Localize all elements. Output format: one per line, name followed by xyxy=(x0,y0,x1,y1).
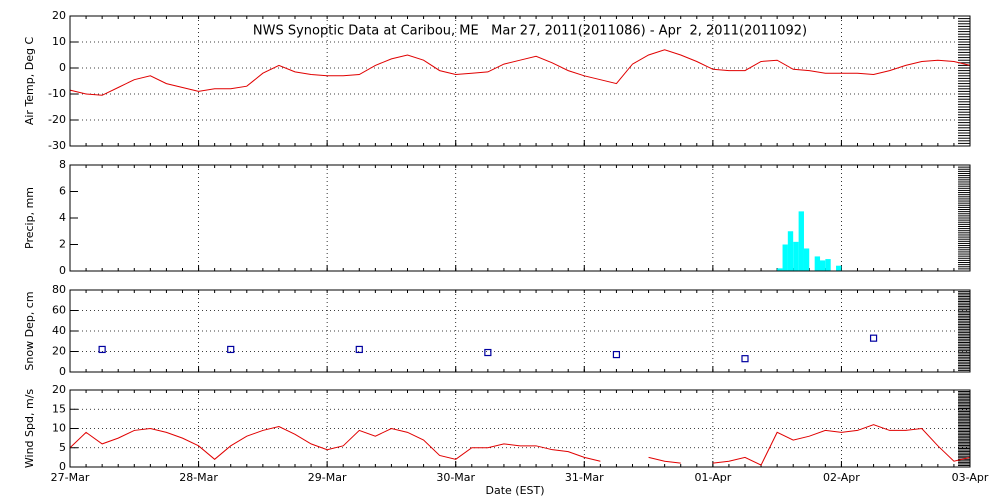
x-tick-label: 30-Mar xyxy=(436,471,475,484)
plot-frame xyxy=(69,389,971,468)
plot-frame xyxy=(69,15,971,147)
y-tick-label: 60 xyxy=(52,304,66,317)
y-tick-label: 40 xyxy=(52,324,66,337)
y-tick-label: -10 xyxy=(48,87,66,100)
x-tick-label: 03-Apr xyxy=(952,471,989,484)
bar xyxy=(787,231,794,271)
point xyxy=(741,355,749,363)
x-tick-label: 27-Mar xyxy=(51,471,90,484)
bar xyxy=(777,268,783,271)
point xyxy=(869,334,878,342)
y-axis-label: Snow Dep, cm xyxy=(23,291,36,370)
plot-frame xyxy=(69,289,971,373)
bar xyxy=(825,259,831,271)
x-tick-label: 31-Mar xyxy=(565,471,604,484)
point xyxy=(484,348,492,357)
point xyxy=(355,345,363,354)
bar xyxy=(836,265,842,271)
y-tick-label: 4 xyxy=(59,211,66,224)
bar xyxy=(782,244,788,271)
y-tick-label: 80 xyxy=(52,283,66,296)
point xyxy=(227,345,235,354)
chart-title: NWS Synoptic Data at Caribou, ME Mar 27,… xyxy=(253,24,807,39)
bar xyxy=(803,248,810,271)
y-tick-label: 5 xyxy=(59,441,66,454)
x-tick-label: 29-Mar xyxy=(308,471,347,484)
bar xyxy=(793,241,799,271)
x-tick-label: 28-Mar xyxy=(179,471,218,484)
y-tick-label: 20 xyxy=(52,383,66,396)
y-axis-label: Precip, mm xyxy=(23,187,36,249)
y-axis-label: Air Temp, Deg C xyxy=(23,37,36,126)
plot-frame xyxy=(69,164,971,272)
y-tick-label: 15 xyxy=(52,402,66,415)
y-tick-label: 0 xyxy=(59,61,66,74)
y-tick-label: 0 xyxy=(59,460,66,473)
y-tick-label: 10 xyxy=(52,35,66,48)
bar xyxy=(819,260,826,271)
bar xyxy=(814,256,821,271)
y-tick-label: 0 xyxy=(59,365,66,378)
x-tick-label: 01-Apr xyxy=(694,471,731,484)
x-tick-label: 02-Apr xyxy=(823,471,860,484)
y-tick-label: -20 xyxy=(48,113,66,126)
y-tick-label: 2 xyxy=(59,238,66,251)
y-tick-label: 0 xyxy=(59,264,66,277)
bar xyxy=(798,211,804,271)
y-axis-label: Wind Spd, m/s xyxy=(23,389,36,469)
y-tick-label: 8 xyxy=(59,158,66,171)
y-tick-label: -30 xyxy=(48,139,66,152)
x-axis-label: Date (EST) xyxy=(485,484,544,497)
line xyxy=(69,424,971,466)
point xyxy=(612,350,621,359)
y-tick-label: 6 xyxy=(59,185,66,198)
y-tick-label: 20 xyxy=(52,345,66,358)
y-tick-label: 20 xyxy=(52,9,66,22)
point xyxy=(98,345,106,354)
line xyxy=(69,49,971,96)
y-tick-label: 10 xyxy=(52,422,66,435)
